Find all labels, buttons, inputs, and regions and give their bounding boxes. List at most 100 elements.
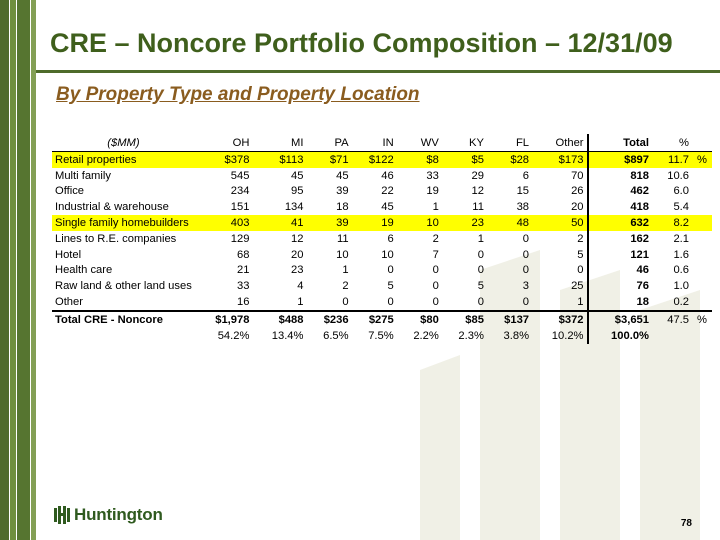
row-label: Industrial & warehouse (55, 201, 169, 214)
row-label: Office (55, 185, 85, 198)
table-cell: 1 (577, 296, 584, 309)
table-cell: 2 (577, 232, 584, 245)
table-cell: 25 (571, 280, 584, 293)
table-cell: 0 (522, 264, 530, 277)
table-cell: 19 (426, 185, 439, 198)
table-row: Health care 21 23 1 0 0 0 0 0 46 0.6 (52, 262, 712, 279)
row-label: Retail properties (52, 151, 195, 168)
table-cell: 12 (291, 232, 304, 245)
table-cell: 10.2% (551, 329, 584, 342)
table-cell: 1 (342, 264, 349, 277)
row-label: Hotel (55, 248, 82, 261)
table-row: Raw land & other land uses 33 4 2 5 0 5 3 25 76 1.… (52, 278, 712, 295)
table-cell: % (692, 151, 712, 168)
title-divider (36, 70, 720, 73)
table-cell: 48 (486, 215, 533, 231)
table-cell: 10.6 (667, 169, 689, 182)
table-cell: 46 (381, 169, 394, 182)
table-cell: 12 (471, 185, 484, 198)
decor-stripe (0, 0, 9, 540)
col-header: WV (396, 134, 442, 152)
table-cell: 50 (532, 215, 588, 231)
table-cell: 0 (477, 296, 484, 309)
table-cell: 1.0 (673, 280, 689, 293)
row-label: Health care (55, 264, 113, 277)
table-cell: 0 (387, 296, 394, 309)
table-row: Hotel 68 20 10 10 7 0 0 5 121 1.6 (52, 246, 712, 263)
table-cell: 33 (236, 280, 250, 293)
table-cell: 2 (342, 280, 349, 293)
table-cell (692, 278, 712, 294)
table-cell: 2 (432, 232, 439, 245)
decor-stripe (17, 0, 30, 540)
table-cell: 20 (571, 201, 584, 214)
table-cell: 403 (194, 215, 253, 231)
table-cell: 6.0 (673, 185, 689, 198)
table-cell: 39 (306, 215, 352, 231)
table-cell: 0 (432, 296, 439, 309)
table-cell: 0 (522, 248, 530, 261)
table-cell: 151 (230, 201, 250, 214)
table-cell: 1 (432, 201, 439, 214)
table-cell: 18 (586, 294, 652, 311)
table-cell: $5 (441, 151, 487, 168)
col-header: OH (194, 134, 253, 152)
table-cell: 11 (336, 232, 349, 245)
table-cell (692, 231, 712, 247)
col-header: ($MM) (52, 134, 195, 152)
table-cell: 70 (571, 169, 584, 182)
table-cell: 23 (291, 264, 304, 277)
table-cell: 6 (387, 232, 394, 245)
table-cell: $1,978 (194, 309, 253, 328)
table-cell: 129 (230, 232, 250, 245)
table-cell: 0.2 (673, 296, 689, 309)
table-cell: 46 (586, 262, 652, 279)
table-cell: 5 (387, 280, 394, 293)
table-cell: 54.2% (217, 329, 250, 342)
table-header-row: ($MM) OH MI PA IN WV KY FL Other Total % (52, 134, 712, 152)
table-cell: $372 (532, 309, 588, 328)
table-cell: $275 (351, 309, 397, 328)
table-cell: 5.4 (673, 201, 689, 214)
slide-subtitle: By Property Type and Property Location (56, 84, 420, 105)
table-cell: 162 (586, 230, 652, 247)
table-cell: 4 (297, 280, 304, 293)
table-cell: 45 (336, 169, 349, 182)
table-cell: % (692, 309, 712, 328)
table-cell (692, 199, 712, 215)
col-header: Other (532, 134, 588, 152)
table-cell: 11.7 (652, 151, 692, 168)
table-cell (692, 184, 712, 200)
table-cell: 0 (477, 264, 484, 277)
total-row: Total CRE - Noncore $1,978 $488 $236 $275 $80… (52, 309, 712, 328)
table-cell: 632 (586, 215, 652, 231)
slide-title: CRE – Noncore Portfolio Composition – 12… (50, 28, 673, 58)
table-cell: 0 (342, 296, 349, 309)
table-cell: $8 (396, 151, 442, 168)
table-cell: 45 (291, 169, 304, 182)
row-label (52, 328, 195, 344)
table-cell (692, 328, 712, 344)
table-cell: 2.2% (413, 329, 439, 342)
table-cell: 39 (336, 185, 349, 198)
table-cell: 0 (577, 264, 584, 277)
table-cell: 22 (381, 185, 394, 198)
table-cell: 47.5 (652, 309, 692, 328)
table-cell: $236 (306, 309, 352, 328)
table-cell: 16 (236, 296, 250, 309)
table-cell: 1.6 (673, 248, 689, 261)
table-cell (692, 168, 712, 184)
table-cell: 95 (291, 185, 304, 198)
table-row: Office 234 95 39 22 19 12 15 26 462 6.0 (52, 183, 712, 200)
decor-stripe (10, 0, 16, 540)
table-cell: $488 (252, 309, 307, 328)
table-cell: $122 (351, 151, 397, 168)
table-cell: 2.3% (458, 329, 484, 342)
col-header: % (652, 134, 692, 152)
row-label: Multi family (55, 169, 111, 182)
table-cell: 18 (336, 201, 349, 214)
logo-text: Huntington (74, 505, 163, 524)
table-cell: 0 (522, 232, 530, 245)
table-cell: 20 (291, 248, 304, 261)
table-cell: 0.6 (673, 264, 689, 277)
